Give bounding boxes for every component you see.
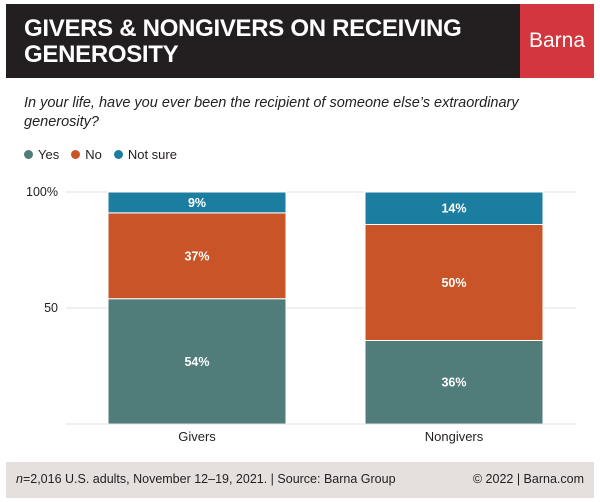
stacked-bar-chart: 100% 50 54% 37% 9% Givers 36% 50% 14% Nongivers — [26, 185, 576, 444]
y-tick-label-50: 50 — [44, 301, 58, 315]
header-bar: GIVERS & NONGIVERS ON RECEIVING GENEROSI… — [6, 4, 520, 78]
legend-swatch-no — [71, 150, 81, 159]
survey-question: In your life, have you ever been the rec… — [24, 95, 519, 130]
legend-swatch-yes — [24, 150, 33, 159]
legend-label-yes: Yes — [38, 147, 60, 162]
bar-givers-yes — [107, 298, 287, 425]
data-label-nongivers-yes: 36% — [441, 376, 466, 390]
x-tick-label-nongivers: Nongivers — [425, 429, 484, 444]
legend-label-not-sure: Not sure — [127, 147, 177, 162]
footer: n=2,016 U.S. adults, November 12–19, 202… — [6, 462, 594, 498]
legend-item-no: No — [71, 147, 102, 162]
data-label-givers-no: 37% — [184, 249, 209, 263]
sample-n-label: n — [16, 472, 23, 486]
infographic: GIVERS & NONGIVERS ON RECEIVING GENEROSI… — [6, 4, 594, 498]
data-label-nongivers-no: 50% — [441, 276, 466, 290]
data-label-nongivers-not-sure: 14% — [441, 202, 466, 216]
legend-swatch-not-sure — [113, 150, 123, 159]
chart-title: GIVERS & NONGIVERS ON RECEIVING GENEROSI… — [24, 15, 462, 68]
x-tick-label-givers: Givers — [178, 429, 216, 444]
legend-item-not-sure: Not sure — [113, 147, 177, 162]
brand-logo: Barna — [520, 4, 594, 78]
copyright: © 2022 | Barna.com — [472, 472, 584, 486]
legend: Yes No Not sure — [24, 147, 177, 162]
bar-givers-not-sure — [107, 191, 287, 214]
data-label-givers-not-sure: 9% — [188, 196, 206, 210]
legend-item-yes: Yes — [24, 147, 59, 162]
sample-description: =2,016 U.S. adults, November 12–19, 2021… — [22, 472, 396, 486]
source-note: n=2,016 U.S. adults, November 12–19, 202… — [16, 472, 396, 486]
data-label-givers-yes: 54% — [184, 355, 209, 369]
bar-nongivers-not-sure — [364, 191, 544, 225]
y-tick-label-100: 100% — [26, 185, 58, 199]
legend-label-no: No — [85, 147, 102, 162]
